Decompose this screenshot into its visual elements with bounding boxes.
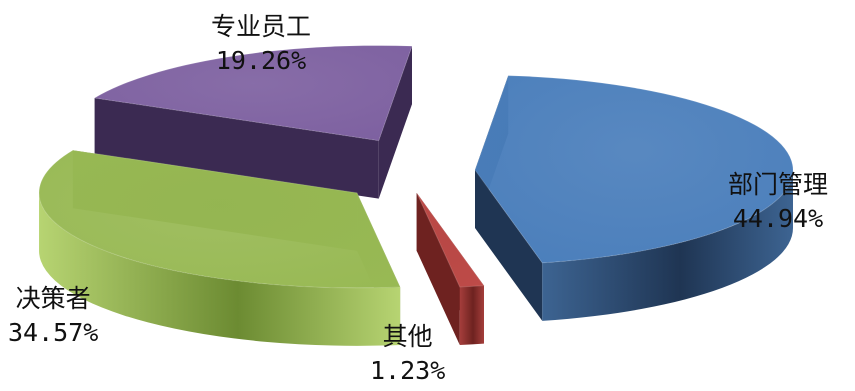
- label-management: 部门管理 44.94%: [728, 168, 828, 236]
- slice-management-wall-end: [475, 170, 543, 321]
- slice-professional-staff-wall-end: [378, 46, 413, 199]
- slice-professional-staff: [93, 45, 413, 142]
- slice-other: [416, 192, 485, 288]
- label-professional-staff-name: 专业员工: [211, 12, 312, 41]
- label-management-value: 44.94%: [732, 204, 824, 233]
- label-other-value: 1.23%: [370, 356, 446, 385]
- label-decision-maker-name: 决策者: [15, 284, 91, 313]
- label-decision-maker: 决策者 34.57%: [8, 282, 98, 350]
- label-professional-staff-value: 19.26%: [215, 46, 307, 75]
- slice-management: [474, 75, 794, 264]
- slice-other-side: [459, 285, 484, 345]
- label-management-name: 部门管理: [728, 170, 829, 199]
- label-other-name: 其他: [382, 322, 433, 351]
- slice-decision-maker: [38, 149, 401, 289]
- slice-decision-maker-side: [39, 192, 401, 346]
- label-other: 其他 1.23%: [370, 320, 445, 388]
- label-decision-maker-value: 34.57%: [8, 318, 99, 347]
- label-professional-staff: 专业员工 19.26%: [211, 10, 311, 78]
- slice-other-wall-end: [416, 192, 460, 345]
- slice-professional-staff-wall-start: [94, 97, 379, 199]
- slice-tops: [38, 45, 794, 289]
- slice-management-side: [542, 170, 793, 321]
